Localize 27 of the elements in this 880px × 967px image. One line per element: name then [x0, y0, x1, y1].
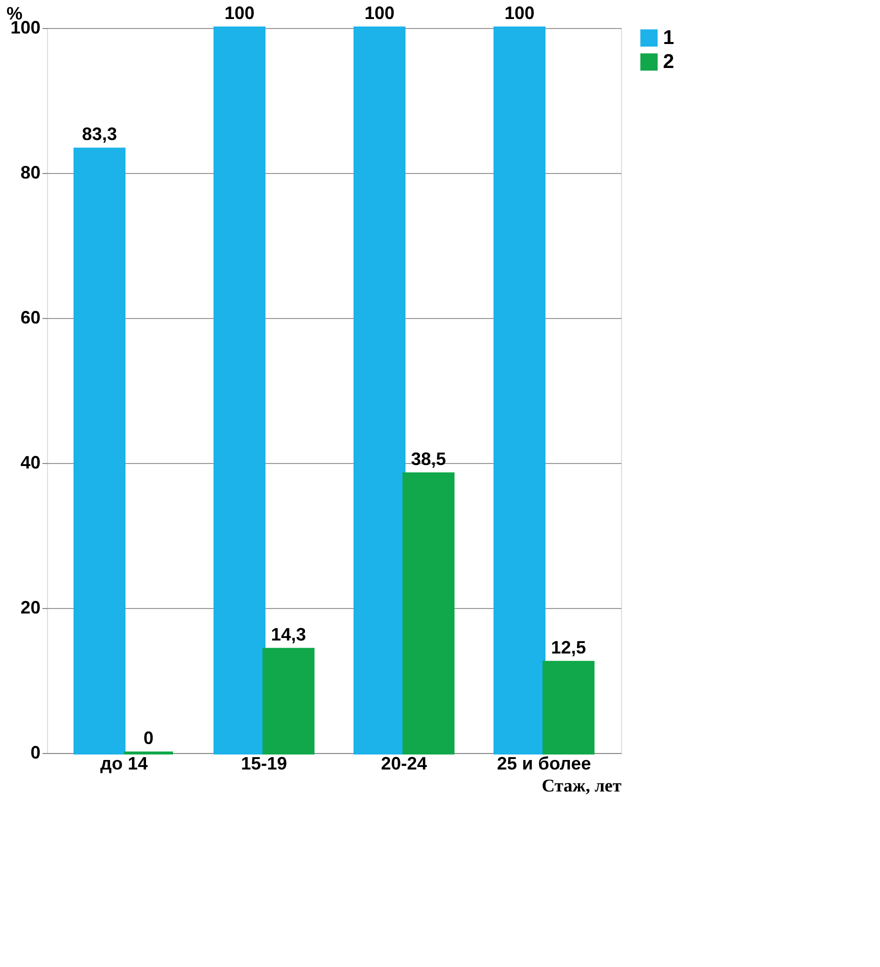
data-label: 38,5 [410, 448, 446, 469]
x-tick-label: 25 и более [497, 754, 591, 774]
bar [542, 660, 594, 754]
legend-label: 2 [663, 51, 674, 73]
data-label: 83,3 [82, 124, 118, 144]
data-label: 14,3 [270, 624, 306, 644]
y-tick-label: 80 [20, 162, 40, 182]
y-tick-label: 40 [20, 452, 40, 472]
x-tick-label: до 14 [100, 754, 148, 774]
x-axis-title: Стаж, лет [542, 776, 622, 796]
bar [402, 472, 454, 754]
data-label: 100 [504, 3, 535, 23]
bar [354, 26, 406, 754]
bar [494, 26, 546, 754]
x-tick-label: 15-19 [240, 754, 288, 774]
x-tick-label: 20-24 [380, 754, 428, 774]
bar [74, 148, 126, 754]
y-tick-label: 60 [20, 308, 40, 328]
data-label: 100 [224, 3, 255, 23]
y-tick-label: 0 [30, 742, 40, 762]
legend-label: 1 [663, 27, 674, 49]
data-label: 100 [364, 3, 395, 23]
data-label: 12,5 [550, 637, 586, 658]
bar [214, 26, 266, 754]
data-label: 0 [143, 728, 154, 748]
bar [262, 648, 314, 754]
y-tick-label: 20 [20, 598, 40, 618]
